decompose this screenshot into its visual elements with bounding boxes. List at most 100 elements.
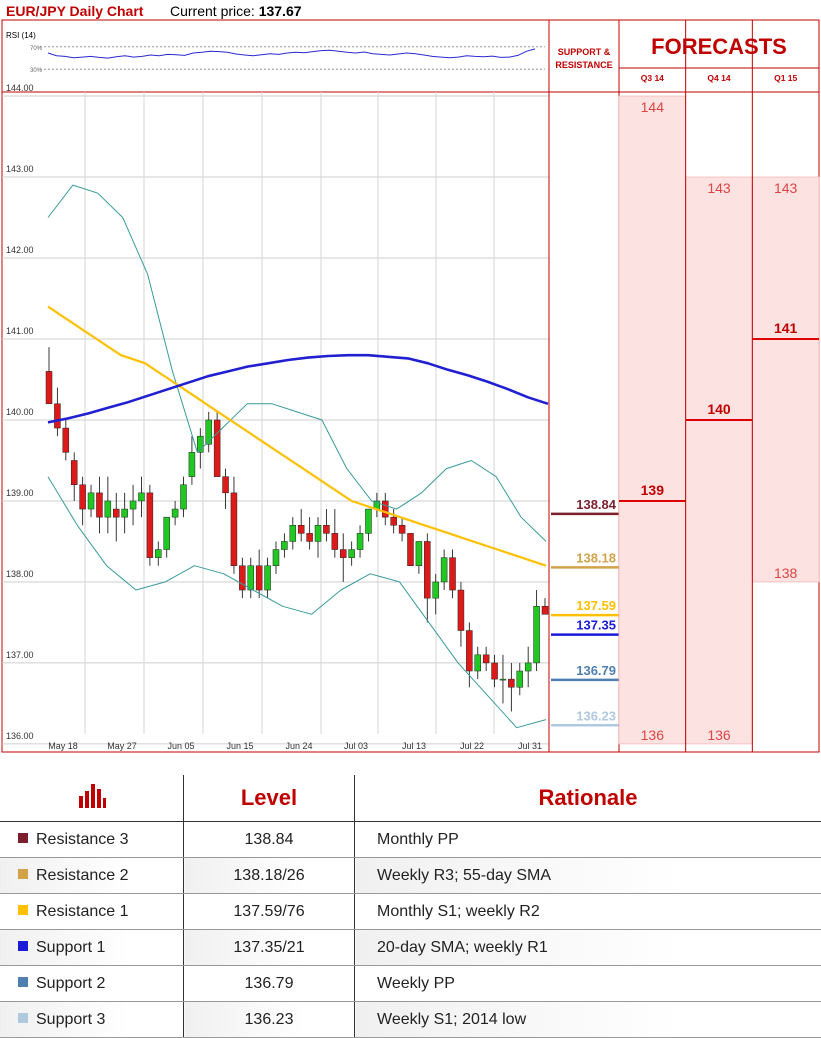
forecast-period-label: Q3 14 <box>641 73 664 83</box>
y-tick-label: 144.00 <box>6 83 34 93</box>
candle-body <box>508 679 514 687</box>
y-tick-label: 137.00 <box>6 650 34 660</box>
x-tick-label: Jun 15 <box>226 741 253 751</box>
forecast-mid-label: 141 <box>774 320 798 336</box>
candle-body <box>391 517 397 525</box>
x-tick-label: Jun 24 <box>285 741 312 751</box>
y-tick-label: 142.00 <box>6 245 34 255</box>
forecast-high-label: 144 <box>641 99 665 115</box>
candle-body <box>105 501 111 517</box>
sr-header-label: SUPPORT & <box>558 47 611 57</box>
candle-body <box>223 477 229 493</box>
candle-body <box>189 452 195 476</box>
candle-body <box>248 566 254 590</box>
candle-body <box>424 541 430 598</box>
level-name: Support 1 <box>36 939 105 956</box>
candle-body <box>365 509 371 533</box>
sr-header-label: RESISTANCE <box>555 60 612 70</box>
candle-body <box>88 493 94 509</box>
candle-body <box>265 566 271 590</box>
candle-body <box>214 420 220 477</box>
level-name-cell: Resistance 1 <box>0 894 184 930</box>
sr-column-frame <box>549 20 619 752</box>
level-name: Resistance 3 <box>36 831 129 848</box>
rsi-label: RSI (14) <box>6 31 36 40</box>
candle-body <box>138 493 144 501</box>
forecast-high-label: 143 <box>774 180 798 196</box>
level-name-cell: Resistance 3 <box>0 822 184 858</box>
forecast-high-label: 143 <box>707 180 731 196</box>
candle-body <box>332 533 338 549</box>
table-header-level: Level <box>184 775 355 822</box>
candle-body <box>357 533 363 549</box>
candle-body <box>307 533 313 541</box>
level-name-cell: Resistance 2 <box>0 858 184 894</box>
level-color-swatch <box>18 833 28 843</box>
forecast-low-label: 136 <box>641 727 665 743</box>
rsi-tick-label: 30% <box>30 68 43 74</box>
level-name: Support 2 <box>36 975 105 992</box>
candle-body <box>349 550 355 558</box>
candle-body <box>483 655 489 663</box>
level-name-cell: Support 3 <box>0 1002 184 1038</box>
chart-area: RSI (14) 70% 30% 136.00 137.00 138.00 139.00 14… <box>0 0 821 760</box>
candle-body <box>113 509 119 517</box>
candle-body <box>273 550 279 566</box>
candle-body <box>290 525 296 541</box>
table-header-icon-cell <box>0 775 184 822</box>
level-rationale: Weekly PP <box>355 966 821 1002</box>
candle-body <box>315 525 321 541</box>
candle-body <box>382 501 388 517</box>
candle-body <box>542 606 548 614</box>
forecast-range-bar <box>686 177 753 744</box>
candle-body <box>441 558 447 582</box>
candle-body <box>239 566 245 590</box>
sr-level-label: 136.79 <box>576 663 616 678</box>
x-tick-label: May 18 <box>48 741 78 751</box>
level-rationale: Monthly S1; weekly R2 <box>355 894 821 930</box>
candle-body <box>517 671 523 687</box>
table-header-row: Level Rationale <box>0 775 821 822</box>
level-value: 136.23 <box>184 1002 355 1038</box>
y-tick-label: 143.00 <box>6 164 34 174</box>
y-tick-label: 139.00 <box>6 488 34 498</box>
level-value: 137.59/76 <box>184 894 355 930</box>
x-tick-label: Jul 22 <box>460 741 484 751</box>
candle-body <box>500 679 506 680</box>
candle-body <box>450 558 456 590</box>
forecast-low-label: 136 <box>707 727 731 743</box>
level-name: Support 3 <box>36 1011 105 1028</box>
candle-body <box>164 517 170 549</box>
table-header-rationale: Rationale <box>355 775 821 822</box>
candle-body <box>298 525 304 533</box>
candle-body <box>458 590 464 630</box>
y-tick-label: 136.00 <box>6 731 34 741</box>
rsi-tick-label: 70% <box>30 46 43 52</box>
candle-body <box>172 509 178 517</box>
sr-level-label: 137.59 <box>576 598 616 613</box>
candle-body <box>492 663 498 679</box>
forecast-range-bar <box>619 96 686 744</box>
forecast-period-label: Q4 14 <box>707 73 730 83</box>
sr-level-label: 138.84 <box>576 497 617 512</box>
y-tick-label: 138.00 <box>6 569 34 579</box>
sr-level-label: 137.35 <box>576 618 616 633</box>
candle-body <box>130 501 136 509</box>
x-tick-label: Jul 03 <box>344 741 368 751</box>
forecast-low-label: 138 <box>774 565 798 581</box>
level-rationale: 20-day SMA; weekly R1 <box>355 930 821 966</box>
level-name-cell: Support 2 <box>0 966 184 1002</box>
level-name-cell: Support 1 <box>0 930 184 966</box>
candle-body <box>281 541 287 549</box>
candle-body <box>475 655 481 671</box>
candle-body <box>416 541 422 565</box>
candle-body <box>323 525 329 533</box>
candle-body <box>71 460 77 484</box>
forecast-range-bar <box>752 177 819 582</box>
x-tick-label: Jul 13 <box>402 741 426 751</box>
candle-body <box>63 428 69 452</box>
sr-level-label: 136.23 <box>576 708 616 723</box>
